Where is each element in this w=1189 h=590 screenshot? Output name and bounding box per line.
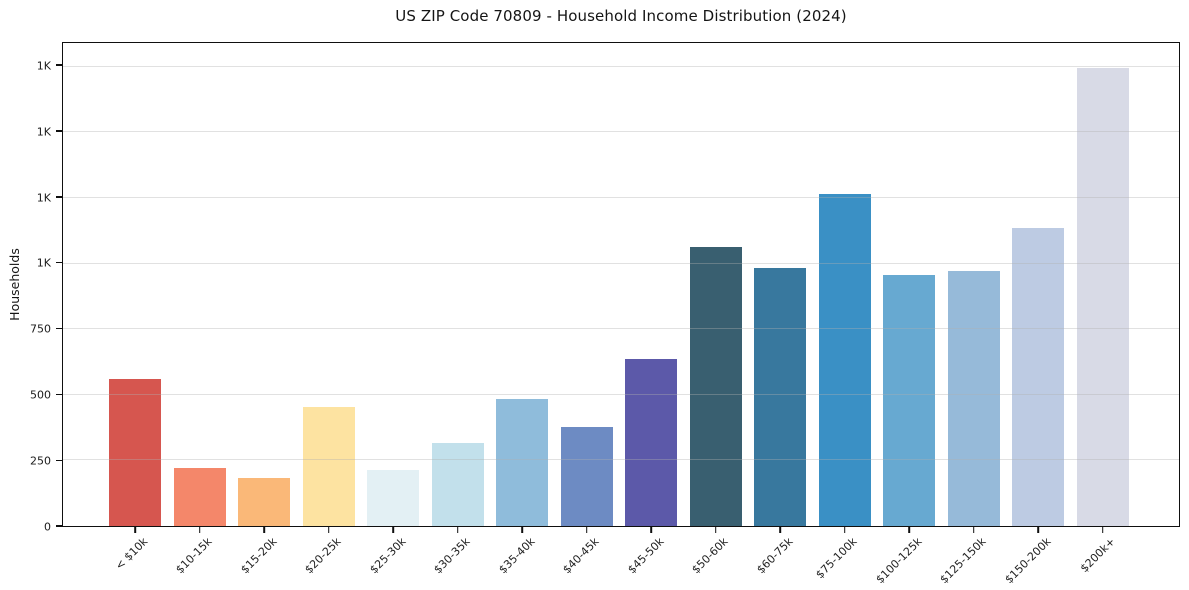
bar-$20-25k: [302, 406, 355, 526]
x-tick-mark: [585, 526, 588, 533]
y-tick-label: 500: [30, 388, 51, 402]
x-tick-mark: [1037, 526, 1040, 533]
bar-slot: $60-75k: [748, 43, 813, 576]
y-tick-mark: [56, 261, 62, 264]
bar-$150-200k: [1012, 228, 1065, 526]
bar-slot: $15-20k: [232, 43, 297, 576]
gridline: [63, 328, 1179, 330]
x-tick-label: $100-125k: [873, 535, 925, 587]
bar-$125-150k: [947, 271, 1000, 526]
bar-slot: $100-125k: [873, 43, 942, 586]
y-tick-label: 750: [30, 322, 51, 336]
bar-$35-40k: [496, 399, 549, 526]
y-tick-label: 1K: [36, 59, 51, 73]
gridline: [63, 131, 1179, 133]
x-tick-mark: [392, 526, 395, 533]
x-tick-mark: [327, 526, 330, 533]
y-tick-mark: [56, 459, 62, 462]
x-tick-mark: [1101, 526, 1104, 533]
bar-slot: $50-60k: [684, 43, 749, 576]
x-tick-label: $25-30k: [367, 535, 409, 577]
x-tick-mark: [843, 526, 846, 533]
y-tick-label: 1K: [36, 125, 51, 139]
bar-slot: $150-200k: [1002, 43, 1071, 586]
bar-$25-30k: [367, 470, 420, 526]
bar-< $10k: [109, 379, 162, 526]
gridline: [63, 196, 1179, 198]
y-tick-mark: [56, 195, 62, 198]
bar-slot: $45-50k: [619, 43, 684, 576]
x-tick-label: $125-150k: [937, 535, 989, 587]
x-tick-label: $10-15k: [173, 535, 215, 577]
x-tick-label: $30-35k: [431, 535, 473, 577]
gridline: [63, 393, 1179, 395]
bar-slot: $40-45k: [555, 43, 620, 576]
x-tick-mark: [198, 526, 201, 533]
x-tick-label: $20-25k: [302, 535, 344, 577]
bar-$50-60k: [689, 247, 742, 526]
y-tick-label: 1K: [36, 191, 51, 205]
x-tick-mark: [714, 526, 717, 533]
gridline: [63, 262, 1179, 264]
x-tick-label: $200k+: [1077, 535, 1118, 576]
y-tick-label: 0: [44, 520, 51, 534]
bar-$100-125k: [883, 275, 936, 526]
bar-slot: $30-35k: [426, 43, 491, 576]
x-tick-mark: [972, 526, 975, 533]
bar-slot: $125-150k: [938, 43, 1007, 586]
bar-$75-100k: [818, 193, 871, 526]
bar-slot: $25-30k: [361, 43, 426, 576]
x-tick-label: $15-20k: [238, 535, 280, 577]
bar-$60-75k: [754, 267, 807, 526]
x-tick-mark: [456, 526, 459, 533]
bar-$40-45k: [560, 427, 613, 526]
x-tick-mark: [521, 526, 524, 533]
bar-slot: $75-100k: [813, 43, 878, 581]
gridline: [63, 459, 1179, 461]
x-tick-mark: [134, 526, 137, 533]
y-tick-label: 250: [30, 454, 51, 468]
y-tick-mark: [56, 393, 62, 396]
x-tick-label: $60-75k: [754, 535, 796, 577]
gridline: [63, 65, 1179, 67]
y-axis-ticks: 0 250 500 750 1K 1K 1K 1K: [0, 42, 62, 534]
x-tick-mark: [263, 526, 266, 533]
y-tick-mark: [56, 327, 62, 330]
x-tick-label: $50-60k: [689, 535, 731, 577]
bar-slot: < $10k: [103, 43, 168, 573]
bar-slot: $20-25k: [297, 43, 362, 576]
bar-$10-15k: [173, 468, 226, 526]
x-tick-mark: [908, 526, 911, 533]
bar-$30-35k: [431, 442, 484, 526]
y-tick-mark: [56, 64, 62, 66]
x-tick-mark: [650, 526, 653, 533]
x-tick-label: $150-200k: [1002, 535, 1054, 587]
y-tick-label: 1K: [36, 256, 51, 270]
bar-$45-50k: [625, 358, 678, 526]
x-tick-label: $75-100k: [813, 535, 860, 582]
x-tick-label: < $10k: [112, 535, 151, 573]
y-tick-mark: [56, 525, 62, 527]
bar-slot: $10-15k: [168, 43, 233, 576]
bars-container: < $10k $10-15k $15-20k $20-25k $25-30k $30-35…: [63, 43, 1179, 586]
x-tick-label: $35-40k: [496, 535, 538, 577]
x-tick-label: $40-45k: [560, 535, 602, 577]
bar-$200k+: [1076, 68, 1129, 526]
x-tick-mark: [779, 526, 782, 533]
bar-slot: $35-40k: [490, 43, 555, 576]
bar-slot: $200k+: [1071, 43, 1136, 575]
y-tick-mark: [56, 130, 62, 132]
x-tick-label: $45-50k: [625, 535, 667, 577]
chart-title: US ZIP Code 70809 - Household Income Dis…: [395, 7, 847, 25]
plot-area: < $10k $10-15k $15-20k $20-25k $25-30k $30-35…: [62, 42, 1180, 586]
bar-$15-20k: [238, 478, 291, 526]
